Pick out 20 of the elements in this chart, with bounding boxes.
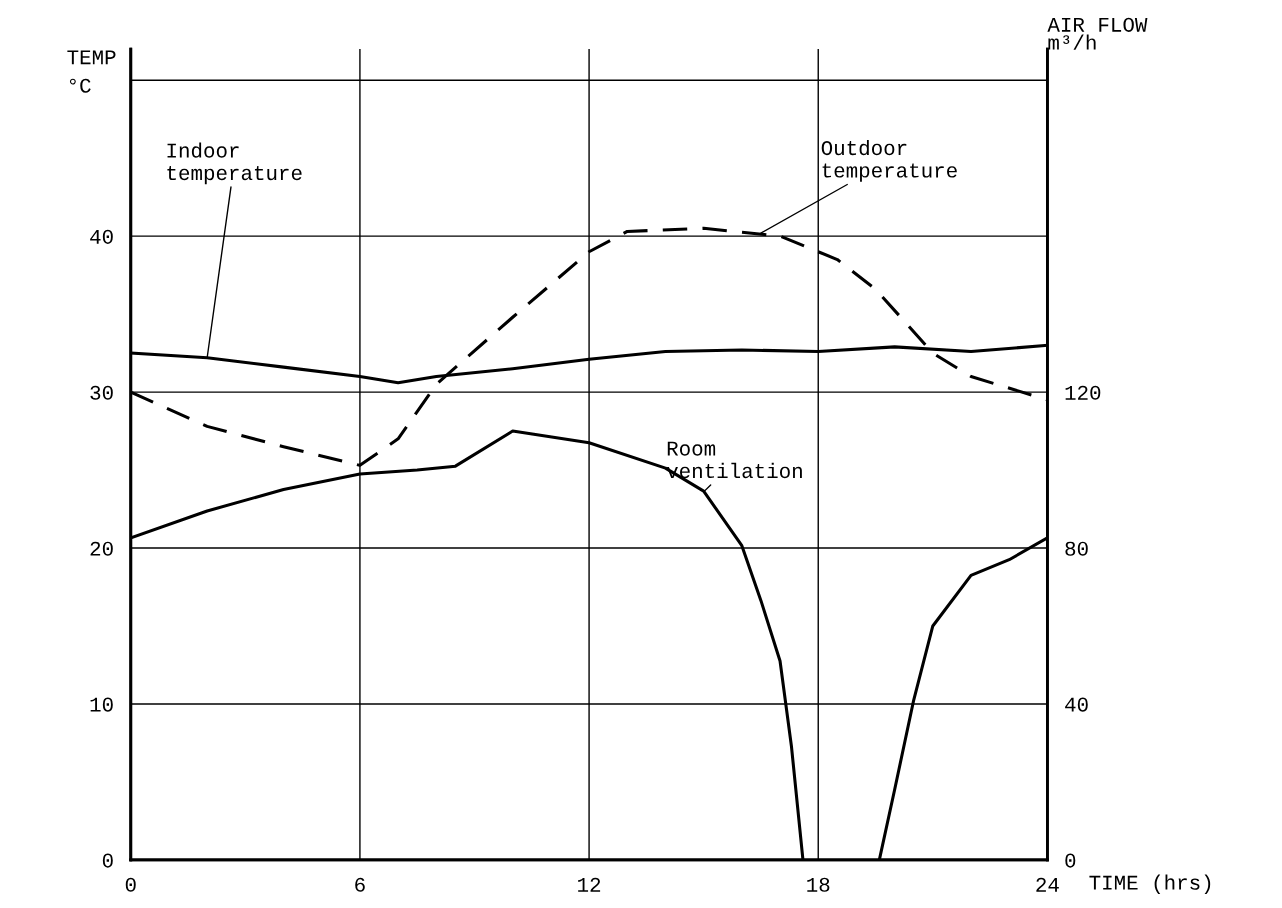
x-tick-label: 12 [578, 877, 601, 892]
y-tick-label: 10 [90, 697, 113, 712]
y2-tick-label: 120 [1065, 385, 1101, 400]
annotation: Room ventilation [666, 441, 802, 479]
y-tick-label: 40 [90, 229, 113, 244]
x-axis-title: TIME (hrs) [1089, 874, 1211, 894]
y2-axis-title: AIR FLOW m³/h [1047, 17, 1148, 50]
x-tick-label: 0 [125, 877, 136, 892]
y-tick-label: 20 [90, 541, 113, 556]
x-tick-label: 6 [355, 877, 365, 892]
y-tick-label: 0 [102, 853, 113, 868]
y-tick-label: 30 [90, 385, 113, 400]
annotation: Outdoor temperature [821, 139, 957, 182]
y2-tick-label: 80 [1065, 541, 1088, 556]
y2-tick-label: 40 [1065, 697, 1088, 712]
annotation: Indoor temperature [167, 142, 302, 185]
x-tick-label: 18 [807, 877, 830, 892]
y2-tick-label: 0 [1065, 853, 1076, 868]
x-tick-label: 24 [1036, 877, 1059, 892]
y-axis-title: TEMP °C [67, 50, 116, 93]
